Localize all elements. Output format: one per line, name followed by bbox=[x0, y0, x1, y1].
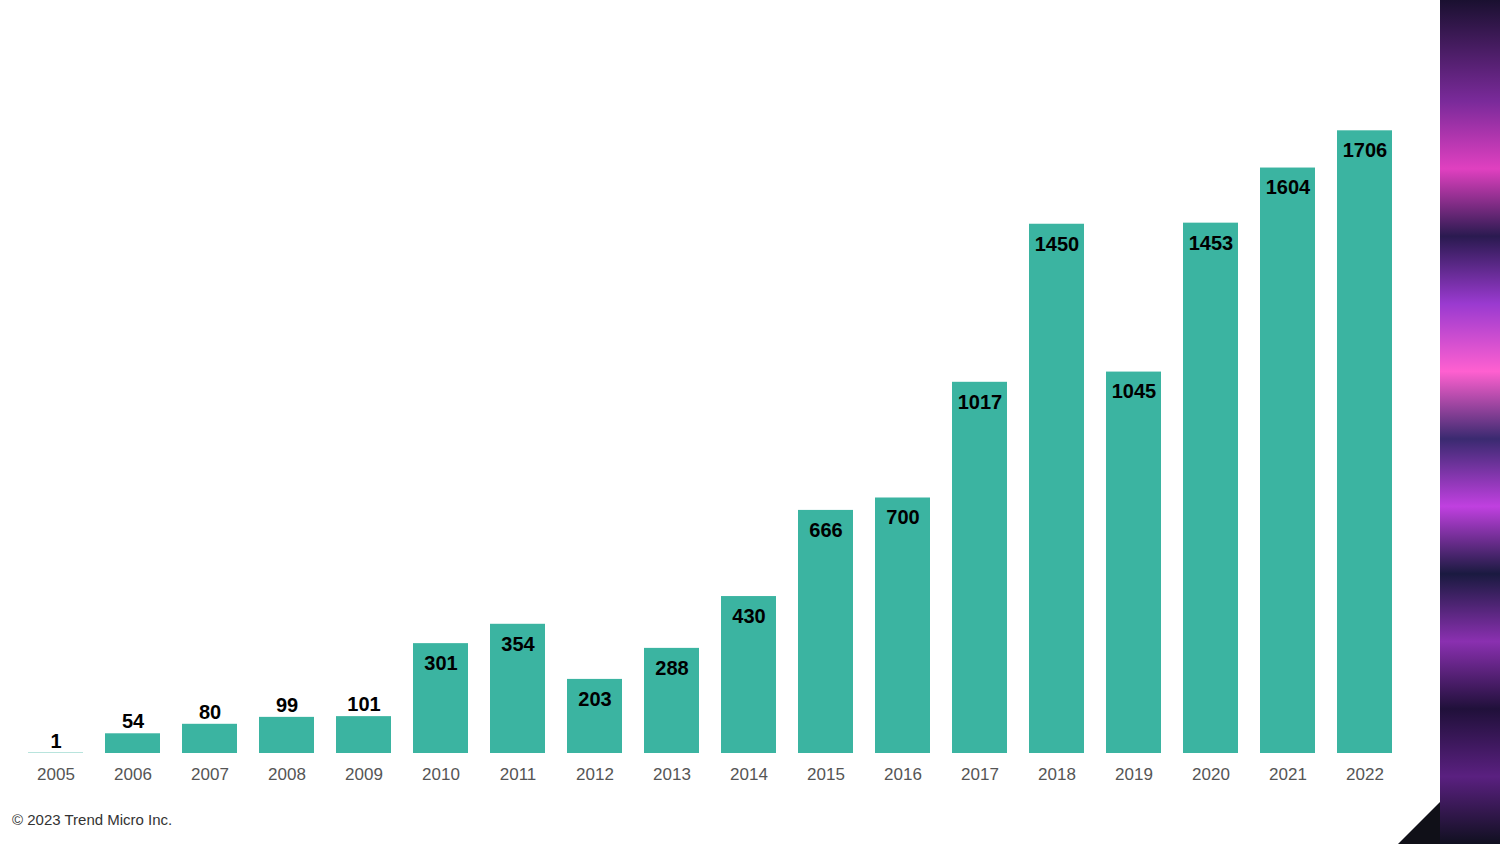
svg-text:2009: 2009 bbox=[345, 765, 383, 784]
svg-text:2010: 2010 bbox=[422, 765, 460, 784]
svg-text:430: 430 bbox=[732, 605, 765, 627]
svg-text:80: 80 bbox=[199, 701, 221, 723]
svg-text:1604: 1604 bbox=[1266, 176, 1311, 198]
svg-text:2017: 2017 bbox=[961, 765, 999, 784]
svg-text:2012: 2012 bbox=[576, 765, 614, 784]
svg-text:2022: 2022 bbox=[1346, 765, 1384, 784]
svg-text:2007: 2007 bbox=[191, 765, 229, 784]
svg-text:1045: 1045 bbox=[1112, 380, 1157, 402]
svg-text:99: 99 bbox=[276, 694, 298, 716]
svg-text:354: 354 bbox=[501, 633, 535, 655]
svg-text:101: 101 bbox=[347, 693, 380, 715]
svg-text:2006: 2006 bbox=[114, 765, 152, 784]
svg-text:1017: 1017 bbox=[958, 391, 1003, 413]
svg-text:2021: 2021 bbox=[1269, 765, 1307, 784]
svg-text:2013: 2013 bbox=[653, 765, 691, 784]
svg-text:2016: 2016 bbox=[884, 765, 922, 784]
svg-text:2015: 2015 bbox=[807, 765, 845, 784]
html-text:© 2023 Trend Micro Inc.: © 2023 Trend Micro Inc. bbox=[12, 811, 173, 828]
svg-text:2018: 2018 bbox=[1038, 765, 1076, 784]
svg-text:2011: 2011 bbox=[500, 765, 537, 784]
svg-text:2005: 2005 bbox=[37, 765, 75, 784]
svg-text:1706: 1706 bbox=[1343, 139, 1388, 161]
svg-text:2008: 2008 bbox=[268, 765, 306, 784]
svg-text:301: 301 bbox=[424, 652, 457, 674]
svg-text:2014: 2014 bbox=[730, 765, 768, 784]
svg-text:2019: 2019 bbox=[1115, 765, 1153, 784]
svg-text:1453: 1453 bbox=[1189, 232, 1234, 254]
svg-text:666: 666 bbox=[809, 519, 842, 541]
svg-text:700: 700 bbox=[886, 506, 919, 528]
svg-text:54: 54 bbox=[122, 710, 145, 732]
svg-text:1450: 1450 bbox=[1035, 233, 1080, 255]
svg-text:1: 1 bbox=[50, 730, 61, 752]
svg-text:288: 288 bbox=[655, 657, 688, 679]
svg-text:2020: 2020 bbox=[1192, 765, 1230, 784]
svg-text:203: 203 bbox=[578, 688, 611, 710]
